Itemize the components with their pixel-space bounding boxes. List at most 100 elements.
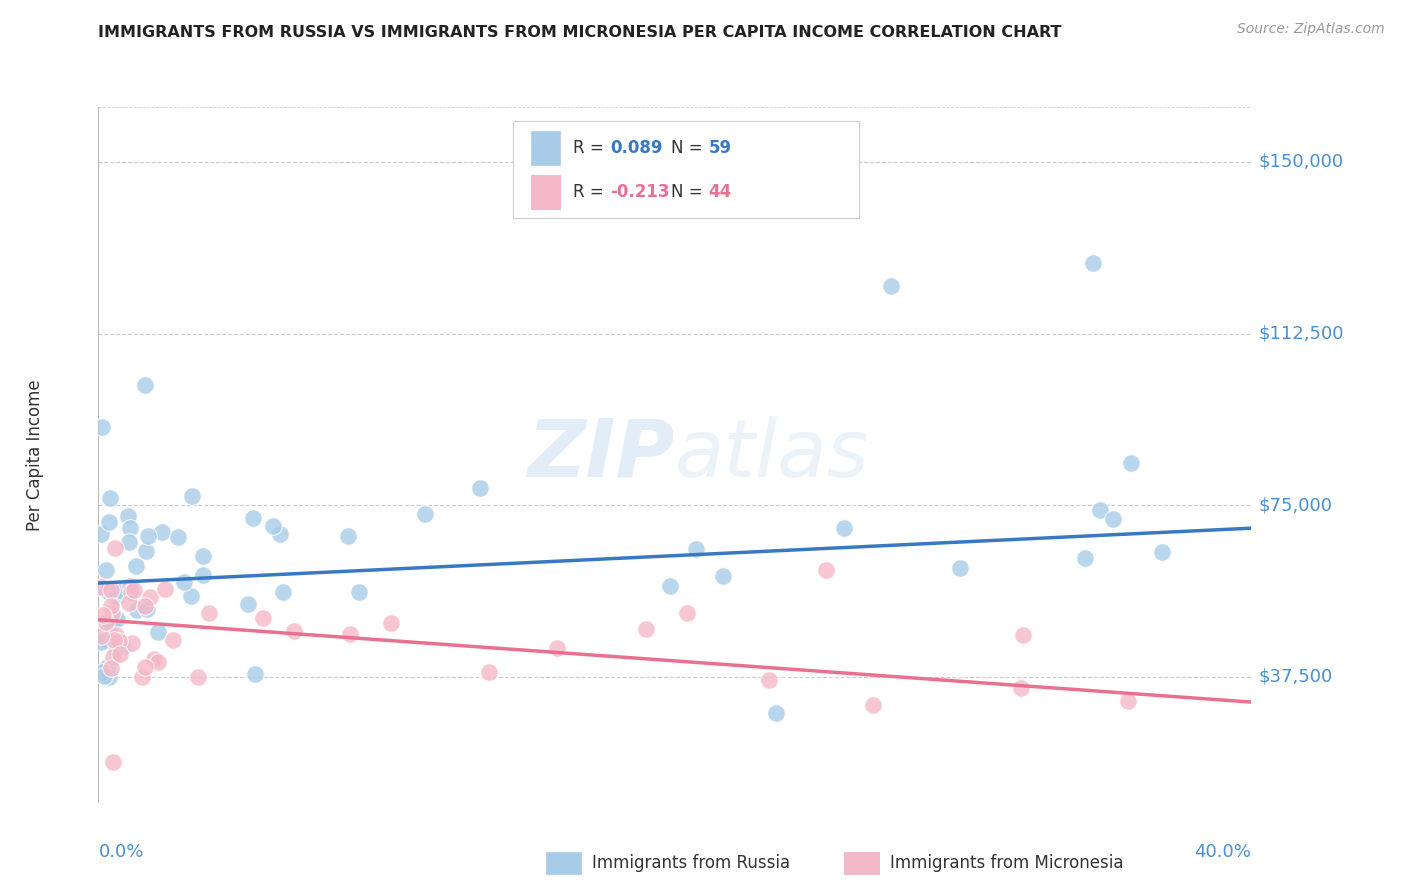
Point (121, 635, 143, 649)
Point (125, 603, 148, 617)
Point (236, 597, 259, 611)
Point (685, 541, 707, 556)
Point (252, 610, 274, 624)
Point (96, 660, 118, 674)
Point (271, 584, 294, 599)
Point (90, 580, 112, 594)
Point (103, 632, 125, 647)
Point (468, 481, 491, 495)
Point (105, 633, 128, 648)
Text: Source: ZipAtlas.com: Source: ZipAtlas.com (1237, 22, 1385, 37)
Point (125, 558, 148, 573)
Point (1010, 681, 1032, 696)
Text: 0.0%: 0.0% (98, 843, 143, 861)
Point (187, 670, 209, 684)
Point (478, 665, 501, 680)
Point (150, 524, 173, 539)
Point (91, 608, 114, 623)
Point (96, 632, 118, 647)
Point (1081, 255, 1104, 269)
Point (765, 706, 787, 721)
Point (136, 602, 159, 616)
Point (1101, 512, 1123, 526)
Point (120, 579, 142, 593)
Point (108, 634, 131, 648)
Text: -0.213: -0.213 (610, 183, 669, 201)
Point (283, 624, 305, 638)
Point (120, 585, 142, 599)
Text: $150,000: $150,000 (1258, 153, 1344, 171)
Point (180, 489, 202, 503)
Point (242, 511, 264, 525)
Point (173, 575, 195, 590)
Point (134, 660, 156, 674)
Point (1088, 503, 1111, 517)
Point (131, 670, 153, 684)
Text: R =: R = (574, 183, 609, 201)
Point (90, 420, 112, 434)
Point (111, 640, 134, 654)
Point (94, 615, 117, 629)
Point (191, 549, 214, 563)
Point (413, 508, 436, 522)
Point (101, 606, 124, 620)
Bar (530, 175, 560, 209)
Point (105, 641, 128, 656)
Point (636, 622, 658, 636)
Point (1119, 456, 1142, 470)
Point (101, 755, 124, 769)
Text: ZIP: ZIP (527, 416, 675, 494)
Point (117, 509, 139, 524)
Point (103, 650, 125, 665)
Point (349, 585, 371, 599)
Point (136, 529, 159, 543)
Text: R =: R = (574, 139, 609, 157)
Text: $112,500: $112,500 (1258, 325, 1344, 343)
Point (148, 624, 170, 639)
Bar (546, 852, 581, 874)
Point (97, 515, 120, 529)
Point (118, 596, 141, 610)
Point (658, 579, 681, 593)
Text: atlas: atlas (675, 416, 870, 494)
Point (269, 527, 291, 541)
Point (97, 670, 120, 684)
Text: IMMIGRANTS FROM RUSSIA VS IMMIGRANTS FROM MICRONESIA PER CAPITA INCOME CORRELATI: IMMIGRANTS FROM RUSSIA VS IMMIGRANTS FRO… (98, 25, 1062, 40)
Text: 0.089: 0.089 (610, 139, 662, 157)
Text: 40.0%: 40.0% (1195, 843, 1251, 861)
Point (118, 521, 141, 535)
Point (98, 491, 121, 505)
Point (90, 629, 112, 643)
Point (100, 661, 122, 675)
Bar (844, 852, 879, 874)
Point (832, 521, 855, 535)
Point (108, 647, 131, 661)
Point (339, 627, 361, 641)
Point (814, 563, 837, 577)
Text: $75,000: $75,000 (1258, 496, 1333, 515)
Point (135, 543, 157, 558)
Point (134, 599, 156, 613)
Point (180, 589, 202, 603)
Point (1073, 551, 1095, 566)
Point (546, 641, 568, 656)
Point (93, 669, 115, 683)
Point (100, 617, 122, 632)
Point (122, 582, 145, 597)
Point (90, 635, 112, 649)
Text: Immigrants from Micronesia: Immigrants from Micronesia (890, 854, 1123, 871)
Point (105, 591, 128, 605)
Point (1152, 545, 1174, 559)
Point (117, 535, 139, 549)
Point (1011, 628, 1033, 642)
Point (191, 567, 214, 582)
Text: N =: N = (672, 183, 709, 201)
Point (97, 583, 120, 598)
Point (862, 698, 884, 712)
Text: Immigrants from Russia: Immigrants from Russia (592, 854, 790, 871)
Point (711, 569, 734, 583)
Text: 44: 44 (709, 183, 731, 201)
Point (949, 561, 972, 575)
Text: Per Capita Income: Per Capita Income (27, 379, 44, 531)
Point (90, 527, 112, 541)
